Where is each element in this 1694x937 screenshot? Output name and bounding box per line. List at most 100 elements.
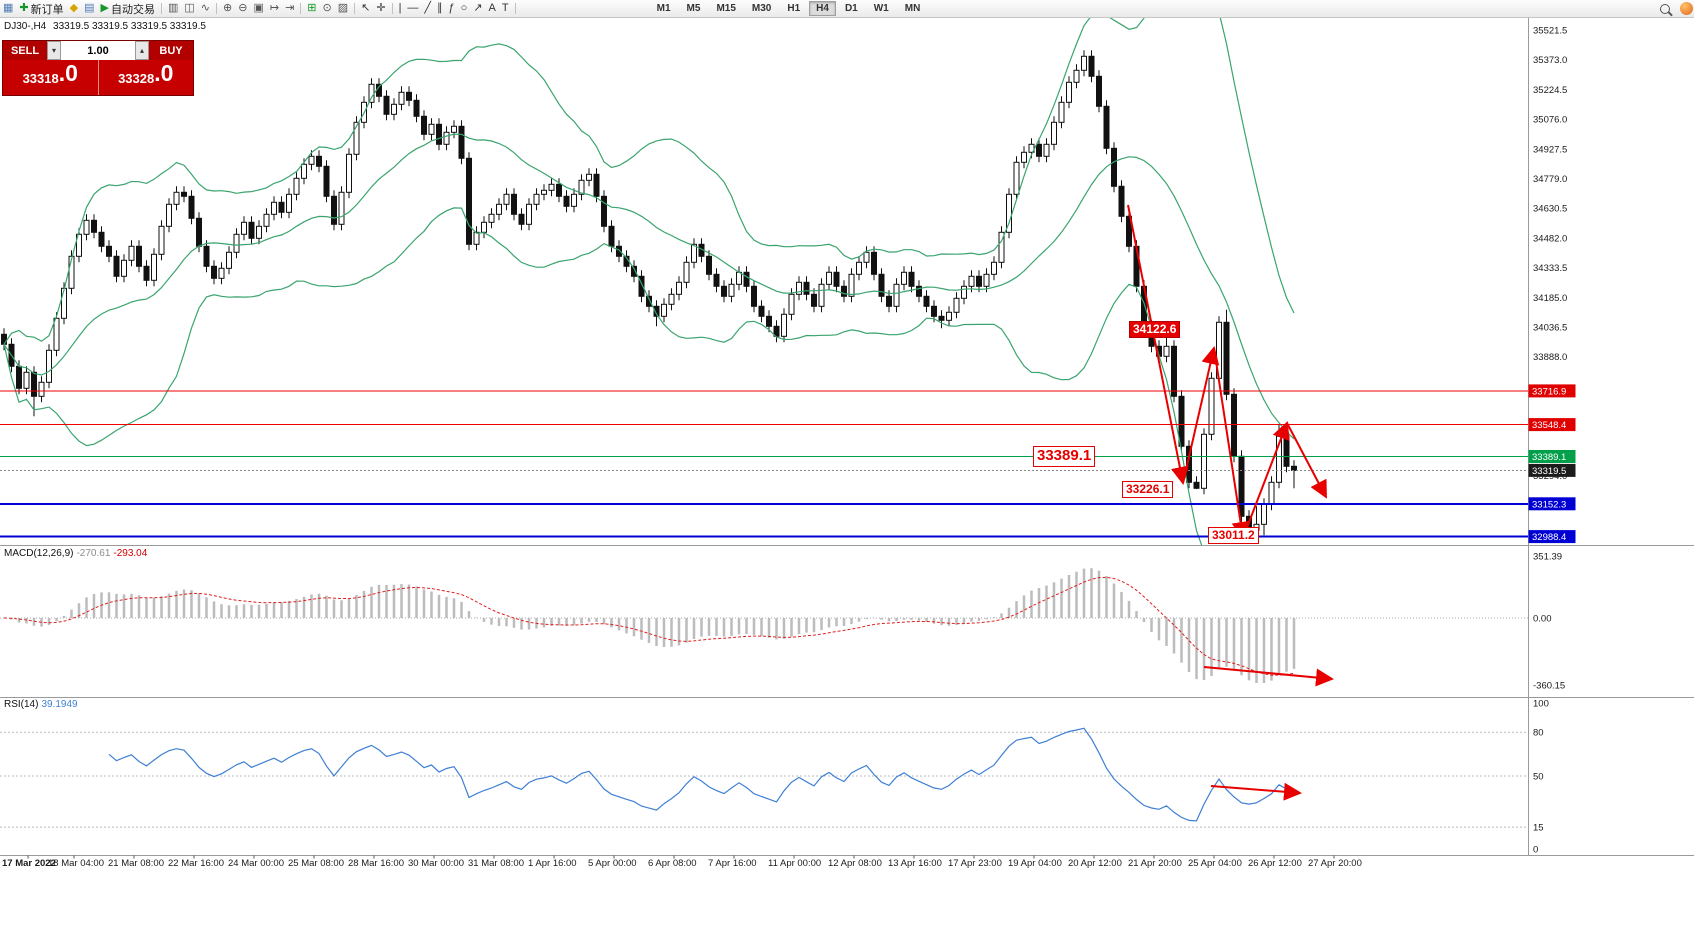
vertical-line-button[interactable]: | <box>396 1 405 16</box>
price-chart-candles <box>1 17 1297 546</box>
text-button[interactable]: A <box>486 1 499 16</box>
shapes-button[interactable]: ○ <box>458 1 471 16</box>
price-badge: 33548.4 <box>1528 418 1576 432</box>
auto-scroll-button[interactable]: ↦ <box>267 1 282 16</box>
buy-price-main: 33328 <box>118 71 155 86</box>
timeframe-m5-button[interactable]: M5 <box>686 3 701 14</box>
new-chart-icon: ▦ <box>3 2 14 14</box>
notification-icon[interactable] <box>1680 2 1693 15</box>
toolbar-items: ▦ ✚ 新订单 ◆ ▤ ▶ 自动交易 ▥ ◫ ∿ ⊕ ⊖ ▣ ↦ ⇥ ⊞ ⊙ ▨ ↖ ✛ | — ╱ ∥ ƒ ○ ↗ A T <box>0 1 519 16</box>
price-annotation[interactable]: 33226.1 <box>1122 481 1174 498</box>
line-chart-button[interactable]: ∿ <box>198 1 213 16</box>
toolbar-separator <box>300 3 302 14</box>
indicators-button[interactable]: ⊞ <box>304 1 319 16</box>
trend-arrow <box>1210 782 1302 801</box>
price-axis[interactable]: 35521.5 35373.0 35224.5 35076.0 34927.5 34779… <box>1528 26 1576 856</box>
timeframe-d1-button[interactable]: D1 <box>844 3 858 14</box>
svg-text:32988.4: 32988.4 <box>1532 532 1566 543</box>
svg-text:1 Apr 16:00: 1 Apr 16:00 <box>528 858 577 869</box>
sell-button[interactable]: SELL <box>3 41 47 60</box>
volume-decrease-button[interactable]: ▾ <box>47 41 61 60</box>
periods-button[interactable]: ⊙ <box>320 1 335 16</box>
horizontal-line-icon: — <box>407 2 419 14</box>
trendline-icon: ╱ <box>424 2 432 14</box>
autotrading-button[interactable]: ▶ 自动交易 <box>98 1 158 16</box>
price-annotation[interactable]: 34122.6 <box>1129 321 1181 338</box>
price-annotation[interactable]: 33011.2 <box>1208 527 1259 544</box>
equidistant-channel-button[interactable]: ∥ <box>434 1 446 16</box>
zoom-out-icon: ⊖ <box>238 2 248 14</box>
buy-price[interactable]: 33328.0 <box>97 60 194 95</box>
macd-signal-line <box>3 576 1295 676</box>
buy-price-frac: .0 <box>154 60 174 86</box>
volume-input[interactable]: 1.00 <box>61 41 135 60</box>
horizontal-level-lines[interactable] <box>0 390 1528 538</box>
navigator-button[interactable]: ▤ <box>81 1 97 16</box>
trend-arrow <box>1127 204 1189 485</box>
price-badge: 33389.1 <box>1528 450 1576 463</box>
timeframe-m15-button[interactable]: M15 <box>716 3 736 14</box>
svg-text:35076.0: 35076.0 <box>1533 115 1567 126</box>
price-badge: 32988.4 <box>1528 530 1576 544</box>
timeframe-w1-button[interactable]: W1 <box>873 3 889 14</box>
timeframe-mn-button[interactable]: MN <box>904 3 921 14</box>
timeframe-h4-button[interactable]: H4 <box>809 1 836 16</box>
buy-button[interactable]: BUY <box>149 41 193 60</box>
candlestick-chart-icon: ◫ <box>184 2 195 14</box>
panel-separators[interactable] <box>0 17 1694 856</box>
new-chart-button[interactable]: ▦ <box>0 1 16 16</box>
cursor-button[interactable]: ↖ <box>358 1 373 16</box>
tile-windows-button[interactable]: ▣ <box>250 1 266 16</box>
zoom-in-icon: ⊕ <box>223 2 233 14</box>
svg-text:15: 15 <box>1533 823 1544 834</box>
new-order-label: 新订单 <box>30 3 64 16</box>
timeframe-m30-button[interactable]: M30 <box>751 3 772 14</box>
arrows-icon: ↗ <box>473 2 483 14</box>
zoom-out-button[interactable]: ⊖ <box>235 1 250 16</box>
candlestick-chart-button[interactable]: ◫ <box>181 1 197 16</box>
text-label-button[interactable]: T <box>499 1 512 16</box>
new-order-button[interactable]: ✚ 新订单 <box>16 1 66 16</box>
trendline-button[interactable]: ╱ <box>421 1 434 16</box>
svg-text:80: 80 <box>1533 728 1544 739</box>
price-annotation[interactable]: 33389.1 <box>1033 446 1096 467</box>
svg-text:30 Mar 00:00: 30 Mar 00:00 <box>408 858 464 869</box>
symbol-period-label: DJ30-,H4 <box>4 21 47 32</box>
trend-arrow <box>1286 422 1327 499</box>
svg-text:100: 100 <box>1533 699 1549 710</box>
search-icon[interactable] <box>1660 3 1670 14</box>
zoom-in-button[interactable]: ⊕ <box>220 1 235 16</box>
sell-price[interactable]: 33318.0 <box>3 60 98 95</box>
svg-text:5 Apr 00:00: 5 Apr 00:00 <box>588 858 637 869</box>
fibonacci-button[interactable]: ƒ <box>446 1 458 16</box>
timeframe-h1-button[interactable]: H1 <box>787 3 801 14</box>
fibonacci-icon: ƒ <box>448 2 455 14</box>
bollinger-band-line <box>3 207 1203 546</box>
volume-increase-button[interactable]: ▴ <box>135 41 149 60</box>
toolbar-separator <box>354 3 356 14</box>
price-badge: 33152.3 <box>1528 497 1576 511</box>
timeframe-m1-button[interactable]: M1 <box>656 3 671 14</box>
templates-button[interactable]: ▨ <box>335 1 351 16</box>
arrows-button[interactable]: ↗ <box>470 1 485 16</box>
crosshair-button[interactable]: ✛ <box>373 1 388 16</box>
horizontal-line-button[interactable]: — <box>404 1 421 16</box>
svg-text:21 Mar 08:00: 21 Mar 08:00 <box>108 858 164 869</box>
svg-text:33548.4: 33548.4 <box>1532 420 1566 431</box>
trend-arrows[interactable] <box>1127 204 1334 801</box>
svg-text:34036.5: 34036.5 <box>1533 323 1567 334</box>
rsi-panel <box>0 727 1528 828</box>
bar-chart-button[interactable]: ▥ <box>165 1 181 16</box>
svg-text:33389.1: 33389.1 <box>1532 452 1566 463</box>
chart-info-line: DJ30-,H4 33319.5 33319.5 33319.5 33319.5 <box>4 21 210 32</box>
svg-text:35224.5: 35224.5 <box>1533 85 1567 96</box>
tile-windows-icon: ▣ <box>253 2 264 14</box>
trend-arrow <box>1213 347 1250 540</box>
market-watch-button[interactable]: ◆ <box>67 1 81 16</box>
chart-shift-button[interactable]: ⇥ <box>282 1 297 16</box>
ohlc-values: 33319.5 33319.5 33319.5 33319.5 <box>53 21 206 32</box>
svg-text:33152.3: 33152.3 <box>1532 499 1566 510</box>
